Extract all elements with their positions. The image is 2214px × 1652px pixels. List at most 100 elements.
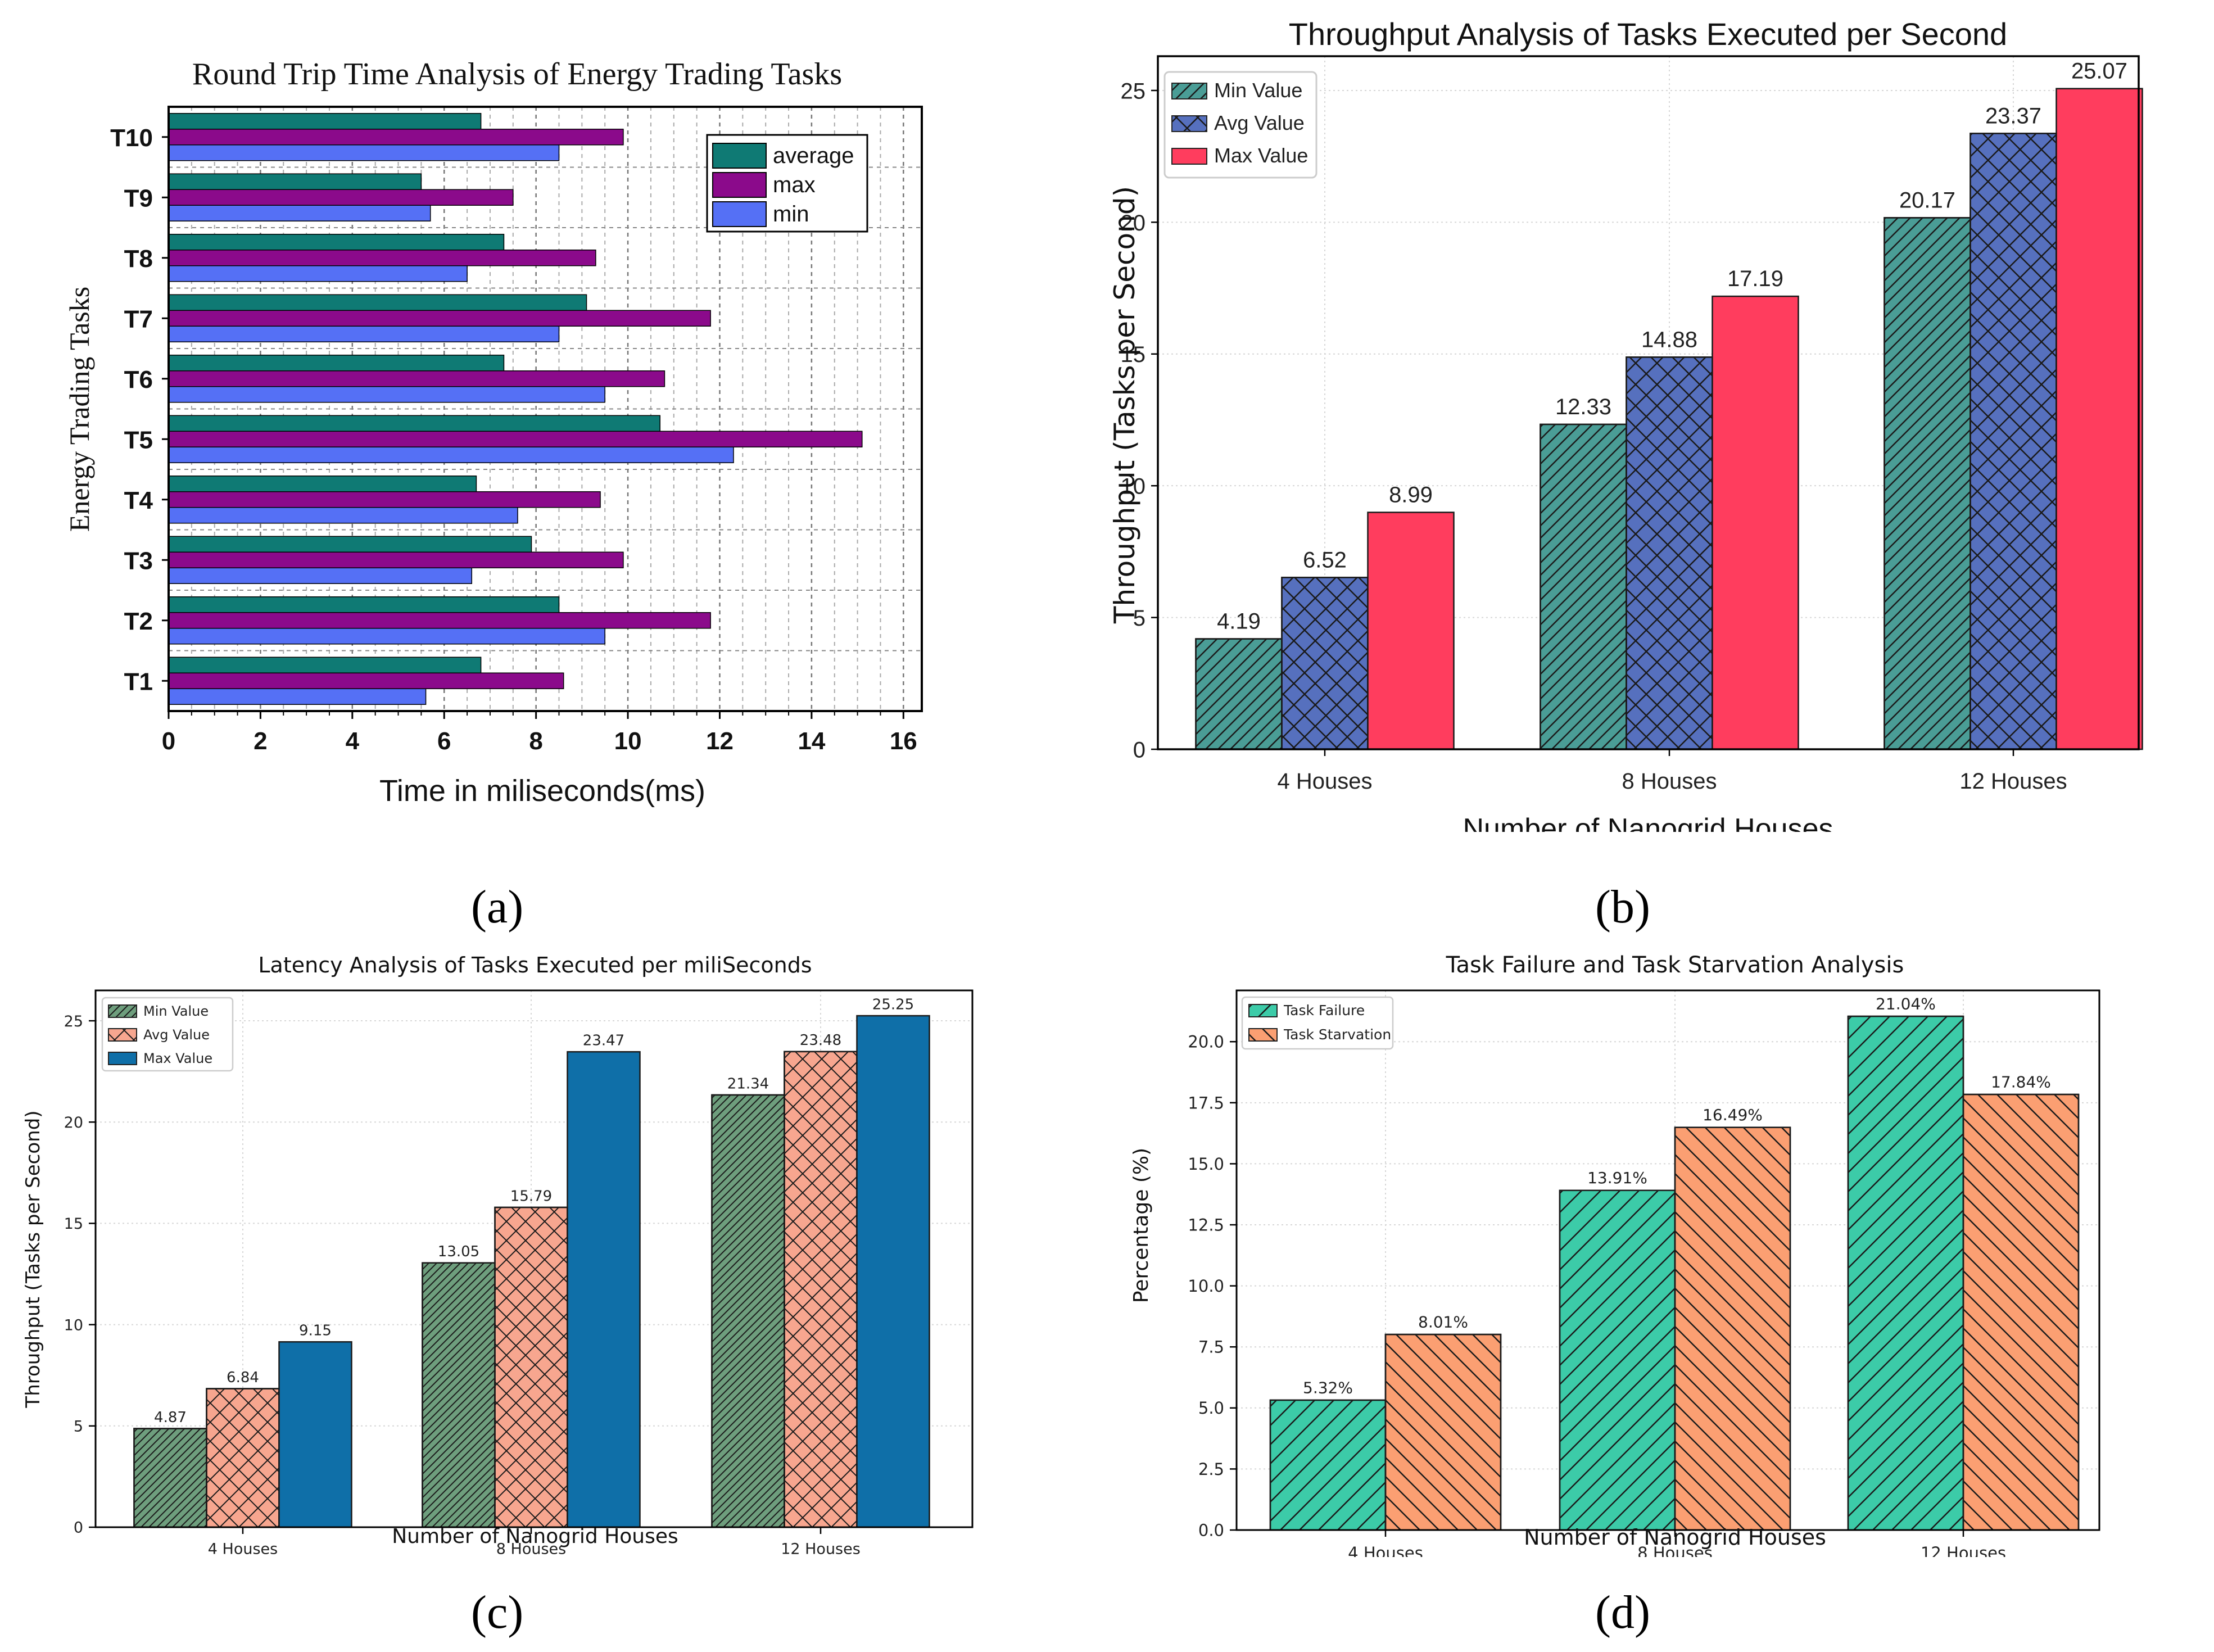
chart-d-bar-task-failure-4-houses-hatch xyxy=(1269,1399,1387,1531)
chart-c-legend: Min Value Avg Value Max Value xyxy=(101,997,234,1072)
chart-c-value-label: 23.48 xyxy=(800,1032,841,1049)
chart-c-legend-swatch-max xyxy=(108,1052,137,1065)
chart-b-bar-max-value-8-houses xyxy=(1712,295,1799,750)
chart-d-legend-label-failure: Task Failure xyxy=(1283,1002,1365,1019)
chart-b-value-label: 23.37 xyxy=(1985,103,2041,128)
chart-a-xtick-label: 8 xyxy=(529,727,542,755)
chart-b-bar-min-value-4-houses-hatch xyxy=(1195,638,1283,750)
chart-c-legend-label-avg: Avg Value xyxy=(143,1027,210,1043)
chart-a-bar-max-T6 xyxy=(169,370,665,387)
chart-c-value-labels: 4.87 6.84 9.15 13.05 15.79 23.47 21.34 23.48 25.… xyxy=(154,996,914,1425)
chart-c-value-label: 4.87 xyxy=(154,1409,187,1426)
chart-d-value-label: 21.04% xyxy=(1876,994,1936,1013)
chart-a-bar-min-T7 xyxy=(169,325,560,342)
chart-c-bar-min-value-4-houses-hatch xyxy=(133,1428,207,1528)
chart-a-bar-max-T2 xyxy=(169,612,711,629)
chart-c-bar-avg-value-4-houses-hatch xyxy=(206,1388,280,1528)
chart-b-legend-swatch-max xyxy=(1171,148,1207,165)
chart-d-ytick-label: 17.5 xyxy=(1188,1093,1224,1112)
chart-b-legend-label-max: Max Value xyxy=(1214,144,1308,167)
chart-a-ytick-label: T1 xyxy=(124,668,153,695)
chart-c-bar-avg-value-12-houses-hatch xyxy=(784,1051,858,1528)
chart-a-xlabel: Time in miliseconds(ms) xyxy=(379,774,705,808)
chart-b-legend-label-min: Min Value xyxy=(1214,79,1302,102)
chart-c-value-label: 13.05 xyxy=(438,1243,479,1260)
chart-a-bar-max-T10 xyxy=(169,129,624,146)
chart-a-ytick-label: T10 xyxy=(110,124,153,152)
chart-d-ytick-label: 7.5 xyxy=(1198,1338,1224,1357)
chart-a-title: Round Trip Time Analysis of Energy Tradi… xyxy=(192,57,842,92)
chart-a-legend-swatch-max xyxy=(712,172,767,198)
chart-a-bar-average-T6 xyxy=(169,355,505,372)
chart-b-ytick-label: 20 xyxy=(1121,211,1146,236)
chart-d-ticks: 0.0 2.5 5.0 7.5 10.0 12.5 15.0 17.5 20.0 4 Houses… xyxy=(1188,1033,2006,1557)
chart-b: Throughput Analysis of Tasks Executed pe… xyxy=(1108,16,2143,832)
chart-b-value-label: 14.88 xyxy=(1641,327,1697,352)
chart-a-bar-average-T7 xyxy=(169,294,587,311)
chart-b-bar-avg-value-4-houses-hatch xyxy=(1281,577,1369,750)
chart-a-bar-max-T4 xyxy=(169,491,601,508)
chart-d-bar-task-failure-8-houses-hatch xyxy=(1559,1189,1676,1531)
chart-a-bar-min-T5 xyxy=(169,446,734,463)
chart-b-frame xyxy=(1157,55,2140,750)
chart-d-bar-task-failure-12-houses-hatch xyxy=(1847,1015,1964,1531)
chart-a-ytick-label: T2 xyxy=(124,608,153,635)
chart-b-value-label: 4.19 xyxy=(1217,609,1261,634)
chart-a-bar-max-T1 xyxy=(169,672,564,689)
chart-d-xtick-label: 4 Houses xyxy=(1348,1544,1423,1557)
chart-d-ytick-label: 2.5 xyxy=(1198,1460,1224,1479)
chart-a-legend-label-max: max xyxy=(773,173,816,197)
chart-c-value-label: 15.79 xyxy=(510,1188,552,1205)
chart-c-ytick-label: 15 xyxy=(64,1215,83,1233)
chart-c-value-label: 23.47 xyxy=(583,1032,624,1049)
chart-d-value-label: 5.32% xyxy=(1303,1378,1353,1397)
chart-d-value-label: 8.01% xyxy=(1418,1312,1468,1331)
chart-c-bar-min-value-8-houses-hatch xyxy=(422,1262,496,1528)
chart-c-bars xyxy=(133,1015,930,1528)
chart-b-xtick-label: 8 Houses xyxy=(1622,769,1717,794)
chart-d-legend: Task Failure Task Starvation xyxy=(1241,996,1394,1050)
chart-b-xtick-label: 12 Houses xyxy=(1959,769,2067,794)
chart-a: Round Trip Time Analysis of Energy Tradi… xyxy=(64,57,923,808)
chart-a-xtick-label: 4 xyxy=(346,727,360,755)
chart-d-ytick-label: 20.0 xyxy=(1188,1033,1224,1052)
chart-d-bar-task-starvation-8-houses-hatch xyxy=(1674,1126,1791,1531)
chart-a-bar-max-T9 xyxy=(169,189,514,206)
chart-b-value-labels: 4.19 6.52 8.99 12.33 14.88 17.19 20.17 23.37 25.… xyxy=(1217,59,2127,634)
chart-b-ytick-label: 15 xyxy=(1121,342,1146,367)
chart-a-ticks: T1 T2 T3 T4 T5 T6 T7 T8 T9 T10 0 2 4 6 8 10 12 14 16 xyxy=(110,124,917,755)
chart-c-value-label: 21.34 xyxy=(727,1075,769,1092)
chart-b-ytick-label: 0 xyxy=(1133,737,1146,762)
chart-c-ytick-label: 0 xyxy=(74,1519,83,1537)
chart-c-ytick-label: 25 xyxy=(64,1013,83,1030)
chart-a-bar-average-T9 xyxy=(169,173,422,190)
chart-d-ytick-label: 10.0 xyxy=(1188,1277,1224,1296)
chart-b-legend-label-avg: Avg Value xyxy=(1214,111,1305,134)
chart-a-xtick-label: 10 xyxy=(614,727,642,755)
chart-d-value-label: 13.91% xyxy=(1587,1169,1647,1187)
chart-a-bar-min-T6 xyxy=(169,386,605,403)
chart-a-bar-average-T4 xyxy=(169,476,477,492)
chart-c-title: Latency Analysis of Tasks Executed per m… xyxy=(258,953,812,977)
chart-d-bars xyxy=(1269,1015,2080,1531)
chart-d-xlabel: Number of Nanogrid Houses xyxy=(1524,1525,1826,1550)
chart-b-bar-max-value-4-houses xyxy=(1367,512,1455,750)
chart-b-bars xyxy=(1195,88,2143,750)
chart-d-xtick-label: 8 Houses xyxy=(1637,1544,1713,1557)
chart-a-ytick-label: T7 xyxy=(124,305,153,333)
chart-c-legend-label-max: Max Value xyxy=(143,1051,212,1066)
chart-a-bar-min-T8 xyxy=(169,265,468,282)
chart-a-ytick-label: T9 xyxy=(124,184,153,212)
chart-a-bar-min-T4 xyxy=(169,507,518,524)
chart-b-ytick-label: 10 xyxy=(1121,474,1146,499)
chart-c-bar-min-value-12-houses-hatch xyxy=(711,1094,785,1528)
chart-c-ticks: 0 5 10 15 20 25 4 Houses 8 Houses 12 Houses xyxy=(64,1013,861,1557)
chart-b-ylabel: Throughput (Tasks per Second) xyxy=(1108,186,1141,624)
chart-a-legend-label-min: min xyxy=(773,202,809,227)
chart-a-ytick-label: T6 xyxy=(124,366,153,393)
chart-c-ytick-label: 20 xyxy=(64,1114,83,1131)
chart-c-ytick-label: 5 xyxy=(74,1418,83,1436)
chart-a-xtick-label: 12 xyxy=(706,727,734,755)
chart-b-value-label: 8.99 xyxy=(1389,483,1433,508)
chart-a-ytick-label: T3 xyxy=(124,547,153,574)
